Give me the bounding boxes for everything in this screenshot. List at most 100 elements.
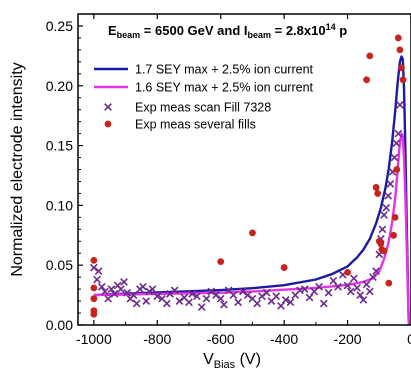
- y-tick-label: 0.10: [46, 197, 73, 213]
- scan-point: [162, 299, 171, 308]
- points-layer: [89, 34, 407, 318]
- scan-point: [101, 287, 109, 296]
- legend-label: Exp meas several fills: [135, 118, 256, 132]
- legend-label: 1.6 SEY max + 2.5% ion current: [135, 81, 314, 95]
- scan-point: [139, 282, 147, 291]
- y-tick-label: 0.20: [46, 78, 73, 94]
- scan-point: [394, 129, 403, 138]
- scan-point: [234, 298, 243, 307]
- x-tick-label: -800: [143, 331, 171, 347]
- fill-point: [280, 264, 288, 271]
- legend-entry: Exp meas several fills: [104, 118, 256, 132]
- y-tick-label: 0.00: [46, 317, 73, 333]
- fill-point: [217, 258, 225, 266]
- scan-point: [380, 211, 388, 219]
- fill-point: [90, 257, 98, 264]
- scan-point: [365, 287, 374, 296]
- scan-point: [132, 299, 141, 308]
- scan-point: [362, 280, 371, 289]
- scan-point: [239, 287, 247, 296]
- fill-point: [249, 229, 256, 237]
- scan-point: [188, 290, 197, 298]
- scan-point: [350, 274, 358, 283]
- scan-point: [334, 282, 342, 291]
- beam-parameters-annotation: Ebeam = 6500 GeV and Ibeam = 2.8x1014 p: [108, 22, 347, 40]
- scan-point: [170, 286, 179, 295]
- legend-entry: 1.6 SEY max + 2.5% ion current: [94, 81, 314, 95]
- scan-point: [369, 273, 377, 282]
- scan-point: [359, 296, 368, 304]
- legend-label: Exp meas scan Fill 7328: [135, 101, 271, 115]
- scan-point: [142, 297, 151, 305]
- scan-point: [262, 288, 271, 297]
- scan-point: [216, 294, 225, 303]
- scan-point: [93, 275, 101, 284]
- fill-point: [90, 310, 98, 318]
- curve-sey-1.6: [93, 132, 410, 325]
- fill-point: [390, 231, 397, 239]
- fill-point: [385, 279, 393, 287]
- scan-point: [110, 290, 119, 298]
- fill-point: [391, 213, 399, 221]
- fill-point: [398, 64, 405, 72]
- scan-point: [396, 101, 404, 109]
- plot-frame: [77, 13, 411, 326]
- scan-point: [202, 294, 211, 303]
- y-tick-label: 0.15: [46, 138, 73, 154]
- scan-point: [123, 288, 132, 297]
- curve-sey-1.7: [93, 55, 410, 325]
- scan-point: [116, 285, 125, 293]
- axes-layer: -1000 -800 -600 -400 -200 0 0.00 0.05 0.10 0.15 0.…: [9, 13, 411, 371]
- y-tick-label: 0.25: [46, 18, 73, 34]
- scan-point: [107, 285, 116, 293]
- scan-point: [253, 299, 262, 308]
- scan-point: [315, 282, 323, 291]
- legend-entry: Exp meas scan Fill 7328: [104, 101, 271, 115]
- scan-point: [185, 298, 193, 307]
- scan-point: [277, 301, 285, 310]
- scan-point: [329, 276, 338, 285]
- fill-point: [377, 240, 385, 248]
- fill-point: [396, 46, 404, 54]
- scan-point: [386, 179, 395, 188]
- fill-point: [374, 190, 382, 197]
- x-tick-label: -600: [207, 331, 235, 347]
- scan-point: [372, 267, 380, 276]
- scan-point: [220, 300, 228, 309]
- scan-point: [129, 291, 138, 299]
- legend-label: 1.7 SEY max + 2.5% ion current: [135, 63, 314, 77]
- scan-point: [148, 285, 157, 293]
- scan-point: [281, 296, 290, 304]
- scan-point: [384, 191, 393, 200]
- y-tick-label: 0.05: [46, 257, 73, 273]
- legend: 1.7 SEY max + 2.5% ion current 1.6 SEY ma…: [94, 63, 314, 132]
- fill-point: [372, 184, 380, 191]
- legend-marker-swatch: [104, 103, 112, 111]
- scan-point: [166, 290, 174, 298]
- fill-point: [380, 247, 388, 255]
- scan-point: [390, 153, 399, 162]
- fill-point: [393, 166, 401, 173]
- fill-point: [399, 76, 407, 84]
- scan-point: [346, 287, 355, 296]
- fill-point: [394, 34, 402, 42]
- scan-point: [258, 292, 266, 301]
- x-tick-label: -200: [334, 331, 362, 347]
- scan-point: [286, 298, 295, 307]
- scan-point: [97, 282, 106, 291]
- scan-point: [378, 225, 387, 234]
- x-tick-label: 0: [407, 331, 411, 347]
- scan-point: [319, 299, 328, 308]
- scan-point: [120, 278, 128, 286]
- curves-layer: [93, 55, 410, 325]
- legend-marker-swatch: [104, 120, 112, 128]
- fill-point: [363, 76, 370, 84]
- scan-point: [229, 291, 238, 299]
- scan-point: [272, 292, 281, 301]
- fill-point: [90, 284, 98, 292]
- scan-point: [153, 292, 162, 301]
- x-tick-label: -400: [270, 331, 298, 347]
- scan-point: [382, 203, 391, 212]
- scan-point: [243, 291, 252, 299]
